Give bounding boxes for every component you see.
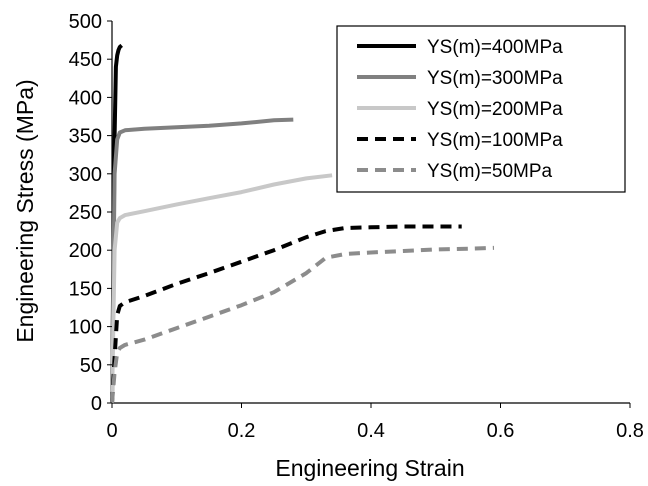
y-axis-ticks: 0 50 100 150 200 250 300 350 400 450 500	[69, 11, 112, 415]
y-tick-label: 500	[69, 11, 102, 33]
y-tick-label: 300	[69, 164, 102, 186]
series-line-3	[110, 173, 333, 404]
y-tick-label: 100	[69, 317, 102, 339]
legend-label-1: YS(m)=400MPa	[427, 37, 563, 58]
y-axis-title: Engineering Stress (MPa)	[12, 79, 38, 342]
y-tick-label: 50	[80, 355, 102, 377]
y-tick-label: 400	[69, 87, 102, 109]
legend-label-4: YS(m)=100MPa	[427, 130, 563, 151]
legend: YS(m)=400MPa YS(m)=300MPa YS(m)=200MPa YS(m…	[336, 25, 626, 193]
x-tick-label: 0.2	[228, 420, 256, 442]
x-tick-label: 0	[106, 420, 117, 442]
series-line-5	[110, 245, 495, 404]
y-tick-label: 150	[69, 278, 102, 300]
legend-label-3: YS(m)=200MPa	[427, 99, 563, 120]
x-tick-label: 0.4	[357, 420, 385, 442]
x-tick-label: 0.6	[487, 420, 515, 442]
legend-label-5: YS(m)=50MPa	[427, 161, 553, 182]
y-tick-label: 250	[69, 202, 102, 224]
series-line-4	[110, 224, 462, 404]
x-tick-label: 0.8	[616, 420, 644, 442]
series-line-1	[110, 43, 123, 404]
x-axis-title: Engineering Strain	[275, 455, 464, 481]
series-layer	[110, 43, 495, 404]
series-line-2	[110, 117, 294, 404]
y-tick-label: 200	[69, 240, 102, 262]
legend-label-2: YS(m)=300MPa	[427, 68, 563, 89]
x-axis-ticks: 0 0.2 0.4 0.6 0.8	[106, 403, 644, 442]
y-tick-label: 450	[69, 49, 102, 71]
y-tick-label: 350	[69, 126, 102, 148]
y-tick-label: 0	[91, 393, 102, 415]
